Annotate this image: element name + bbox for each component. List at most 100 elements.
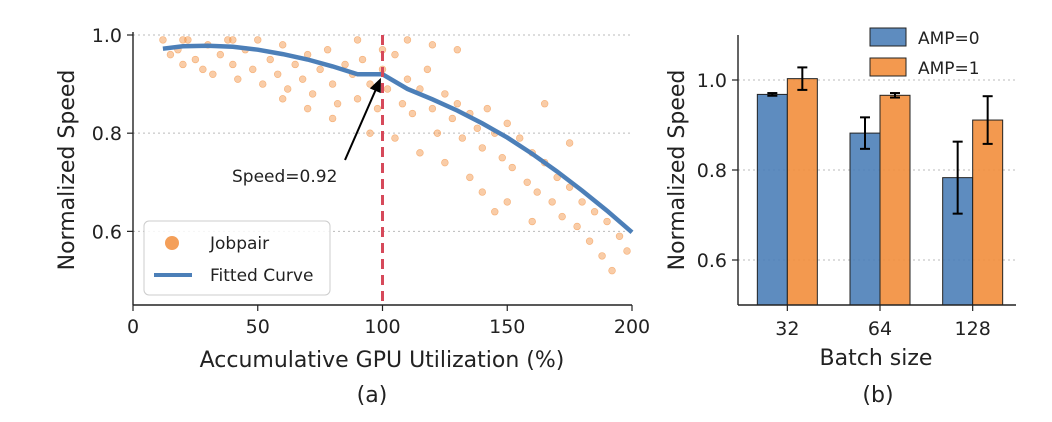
scatter-point xyxy=(179,36,187,44)
scatter-point xyxy=(403,36,412,44)
scatter-point xyxy=(558,212,566,221)
scatter-panel: 0 50 100 150 200 0.6 0.8 1.0 Speed=0.92 Jobpair… xyxy=(55,25,650,408)
scatter-point xyxy=(453,46,462,54)
legend-label: AMP=1 xyxy=(918,59,980,79)
y-axis-title: Normalized Speed xyxy=(665,70,690,271)
scatter-point xyxy=(254,36,262,44)
scatter-point xyxy=(578,198,586,206)
scatter-point xyxy=(249,65,257,74)
legend: AMP=0 AMP=1 xyxy=(869,27,980,79)
x-tick-label: 32 xyxy=(775,318,799,340)
scatter-point xyxy=(478,188,486,196)
annotation-arrow xyxy=(344,86,378,161)
fitted-curve-line xyxy=(162,43,634,235)
y-tick-label: 0.6 xyxy=(92,221,122,243)
scatter-point xyxy=(391,134,399,142)
y-tick-label: 1.0 xyxy=(697,70,727,92)
scatter-point xyxy=(229,36,237,44)
scatter-point xyxy=(383,85,392,93)
scatter-point xyxy=(303,104,312,113)
scatter-point xyxy=(590,208,599,216)
scatter-point xyxy=(503,119,511,128)
scatter-point xyxy=(259,80,267,88)
scatter-point xyxy=(366,129,374,137)
scatter-point xyxy=(291,60,299,69)
scatter-point xyxy=(491,208,499,216)
x-tick-label: 50 xyxy=(246,316,270,338)
legend-label-fitted: Fitted Curve xyxy=(210,266,313,286)
scatter-point xyxy=(565,139,574,147)
scatter-point xyxy=(358,55,367,64)
scatter-point xyxy=(328,114,337,123)
scatter-point xyxy=(333,100,342,108)
scatter-point xyxy=(615,232,624,240)
legend: Jobpair Fitted Curve xyxy=(143,220,331,296)
scatter-point xyxy=(216,50,225,59)
x-tick-label: 64 xyxy=(868,318,892,340)
x-axis-title: Batch size xyxy=(820,346,933,371)
bar xyxy=(972,119,1004,306)
scatter-point xyxy=(508,163,516,172)
scatter-points xyxy=(159,36,631,275)
annotation: Speed=0.92 xyxy=(232,77,381,187)
scatter-point xyxy=(540,100,549,108)
bar xyxy=(879,94,911,306)
scatter-point xyxy=(498,154,506,162)
scatter-point xyxy=(548,198,556,206)
scatter-point xyxy=(623,247,631,255)
scatter-point xyxy=(433,129,442,137)
legend-label-jobpair: Jobpair xyxy=(209,234,269,254)
scatter-point xyxy=(453,100,462,108)
legend-label: AMP=0 xyxy=(918,29,980,49)
annotation-arrow-head xyxy=(369,77,381,94)
bar xyxy=(756,93,788,306)
scatter-point xyxy=(448,114,457,123)
bar-panel: 32 64 128 0.6 0.8 1.0 AMP=0 AMP=1 Batch size N… xyxy=(665,27,1016,408)
y-axis-title: Normalized Speed xyxy=(55,70,80,271)
scatter-point xyxy=(585,237,594,245)
bars xyxy=(756,66,1004,306)
scatter-point xyxy=(341,60,349,69)
scatter-point xyxy=(159,36,167,44)
axes: 32 64 128 0.6 0.8 1.0 xyxy=(697,35,1016,340)
y-tick-label: 0.6 xyxy=(697,250,727,272)
scatter-point xyxy=(398,100,407,108)
scatter-point xyxy=(266,55,274,64)
y-tick-label: 1.0 xyxy=(92,25,122,47)
scatter-point xyxy=(373,104,382,113)
scatter-point xyxy=(408,109,417,118)
scatter-point xyxy=(353,95,362,103)
legend-swatch xyxy=(869,57,907,77)
caption-b: (b) xyxy=(862,383,893,408)
scatter-point xyxy=(458,134,467,142)
bar xyxy=(786,78,818,306)
scatter-point xyxy=(209,70,217,78)
scatter-point xyxy=(573,222,581,231)
x-tick-label: 100 xyxy=(364,316,400,338)
x-tick-label: 128 xyxy=(955,318,991,340)
scatter-point xyxy=(428,41,437,49)
scatter-point xyxy=(428,104,437,113)
scatter-point xyxy=(598,252,606,260)
scatter-point xyxy=(179,60,187,69)
scatter-point xyxy=(229,60,237,69)
grid-lines xyxy=(133,34,632,232)
legend-swatch xyxy=(869,27,907,47)
scatter-point xyxy=(516,134,524,142)
caption-a: (a) xyxy=(357,383,388,408)
x-tick-label: 200 xyxy=(614,316,650,338)
scatter-point xyxy=(316,65,324,74)
scatter-point xyxy=(478,144,486,152)
bar xyxy=(849,132,881,306)
scatter-point xyxy=(466,173,474,182)
scatter-point xyxy=(308,90,317,98)
scatter-point xyxy=(441,90,449,98)
scatter-point xyxy=(353,36,362,44)
scatter-point xyxy=(503,198,511,206)
scatter-point xyxy=(523,178,531,186)
scatter-point xyxy=(423,65,432,74)
scatter-point xyxy=(416,149,424,157)
scatter-point xyxy=(166,50,175,59)
scatter-point xyxy=(483,104,491,113)
scatter-point xyxy=(328,80,337,88)
